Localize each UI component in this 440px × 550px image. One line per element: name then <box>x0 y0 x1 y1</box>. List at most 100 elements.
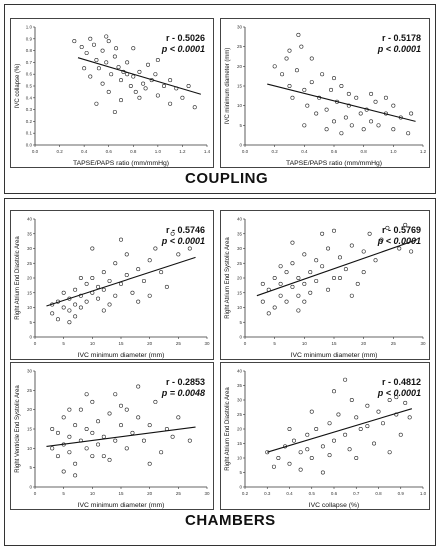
x-tick-label: 0.2 <box>56 149 63 154</box>
data-point <box>164 284 169 289</box>
y-tick-label: 0.8 <box>26 48 33 53</box>
x-axis-label: TAPSE/PAPS ratio (mm/mmHg) <box>286 160 382 167</box>
y-tick-label: 20 <box>237 276 243 281</box>
data-point <box>176 252 181 257</box>
data-point <box>90 276 95 281</box>
data-point <box>136 299 141 304</box>
y-tick-label: 20 <box>237 427 243 432</box>
data-point <box>291 438 296 443</box>
data-point <box>302 123 307 128</box>
data-point <box>346 103 351 108</box>
y-tick-label: 0.0 <box>26 143 33 148</box>
data-point <box>298 450 303 455</box>
data-point <box>387 397 392 402</box>
y-tick-label: 30 <box>237 246 243 251</box>
data-point <box>358 427 363 432</box>
stat-p: p < 0.0001 <box>377 44 421 54</box>
data-point <box>124 446 129 451</box>
data-point <box>284 270 289 275</box>
data-point <box>128 84 133 89</box>
x-tick-label: 0.8 <box>130 149 137 154</box>
data-point <box>276 456 281 461</box>
data-point <box>72 39 77 44</box>
data-point <box>113 261 118 266</box>
data-point <box>147 461 152 466</box>
y-axis-label: Right Atrium End Diastolic Area <box>225 387 231 471</box>
x-axis-label: TAPSE/PAPS ratio (mm/mmHg) <box>73 160 169 167</box>
chart-svg: 0 5 10 15 20 25 30 0 5 10 15 20 25 30 35 40 r - 0.5769p … <box>225 217 426 360</box>
data-point <box>124 273 129 278</box>
data-point <box>314 278 319 283</box>
data-point <box>290 261 295 266</box>
stat-p: p = 0.0048 <box>161 388 205 398</box>
data-point <box>278 293 283 298</box>
data-point <box>176 415 181 420</box>
data-point <box>327 421 332 426</box>
y-tick-label: 5 <box>239 123 242 128</box>
data-point <box>308 270 313 275</box>
y-tick-label: 5 <box>239 320 242 325</box>
data-point <box>147 293 152 298</box>
x-tick-label: 0.2 <box>242 491 249 496</box>
y-tick-label: 15 <box>27 427 33 432</box>
y-tick-label: 30 <box>237 25 243 30</box>
y-tick-label: 10 <box>237 103 243 108</box>
data-point <box>260 281 265 286</box>
data-point <box>101 270 106 275</box>
regression-line <box>46 426 196 447</box>
data-point <box>309 456 314 461</box>
x-tick-label: 30 <box>420 341 426 346</box>
data-point <box>155 58 160 63</box>
data-point <box>137 69 142 74</box>
data-point <box>343 432 348 437</box>
y-tick-label: 5 <box>29 465 32 470</box>
y-axis-label: Right Atrium End Diastolic Area <box>15 236 21 320</box>
data-point <box>79 45 84 50</box>
data-point <box>55 317 60 322</box>
stat-r: r - 0.5026 <box>166 33 205 43</box>
y-tick-label: 30 <box>237 398 243 403</box>
data-point <box>55 430 60 435</box>
x-tick-label: 5 <box>62 341 65 346</box>
data-point <box>101 454 106 459</box>
y-tick-label: 0 <box>239 335 242 340</box>
regression-line <box>267 83 416 122</box>
data-point <box>298 467 303 472</box>
data-point <box>369 91 374 96</box>
data-point <box>96 284 101 289</box>
data-point <box>113 293 118 298</box>
y-tick-label: 35 <box>27 231 33 236</box>
data-point <box>358 111 363 116</box>
data-point <box>84 392 89 397</box>
panel-ra-diastolic-vs-ivc-min: 0 5 10 15 20 25 30 0 5 10 15 20 25 30 35 40 r - 0.5746 p … <box>10 210 214 360</box>
data-point <box>153 246 158 251</box>
regression-line <box>77 57 202 95</box>
x-tick-label: 0.0 <box>242 149 249 154</box>
data-point <box>106 89 111 94</box>
data-point <box>67 434 72 439</box>
data-point <box>168 101 173 106</box>
data-point <box>266 311 271 316</box>
x-tick-label: 20 <box>147 341 153 346</box>
panel-rv-systolic-vs-ivc-min: 0 5 10 15 20 25 30 0 5 10 15 20 25 30 r - 0.2853 p = 0.… <box>10 362 214 510</box>
data-point <box>130 430 135 435</box>
data-point <box>349 397 354 402</box>
data-point <box>94 58 99 63</box>
data-point <box>143 86 148 91</box>
data-point <box>369 119 374 124</box>
data-point <box>119 423 124 428</box>
data-point <box>287 48 292 53</box>
data-point <box>272 305 277 310</box>
data-point <box>287 84 292 89</box>
data-point <box>100 48 105 53</box>
data-point <box>361 270 366 275</box>
data-point <box>104 34 109 39</box>
data-point <box>397 246 402 251</box>
data-point <box>287 461 292 466</box>
data-point <box>170 434 175 439</box>
x-tick-label: 20 <box>361 341 367 346</box>
x-tick-label: 1.0 <box>155 149 162 154</box>
data-point <box>131 46 136 51</box>
data-point <box>104 60 109 65</box>
data-point <box>114 46 119 51</box>
